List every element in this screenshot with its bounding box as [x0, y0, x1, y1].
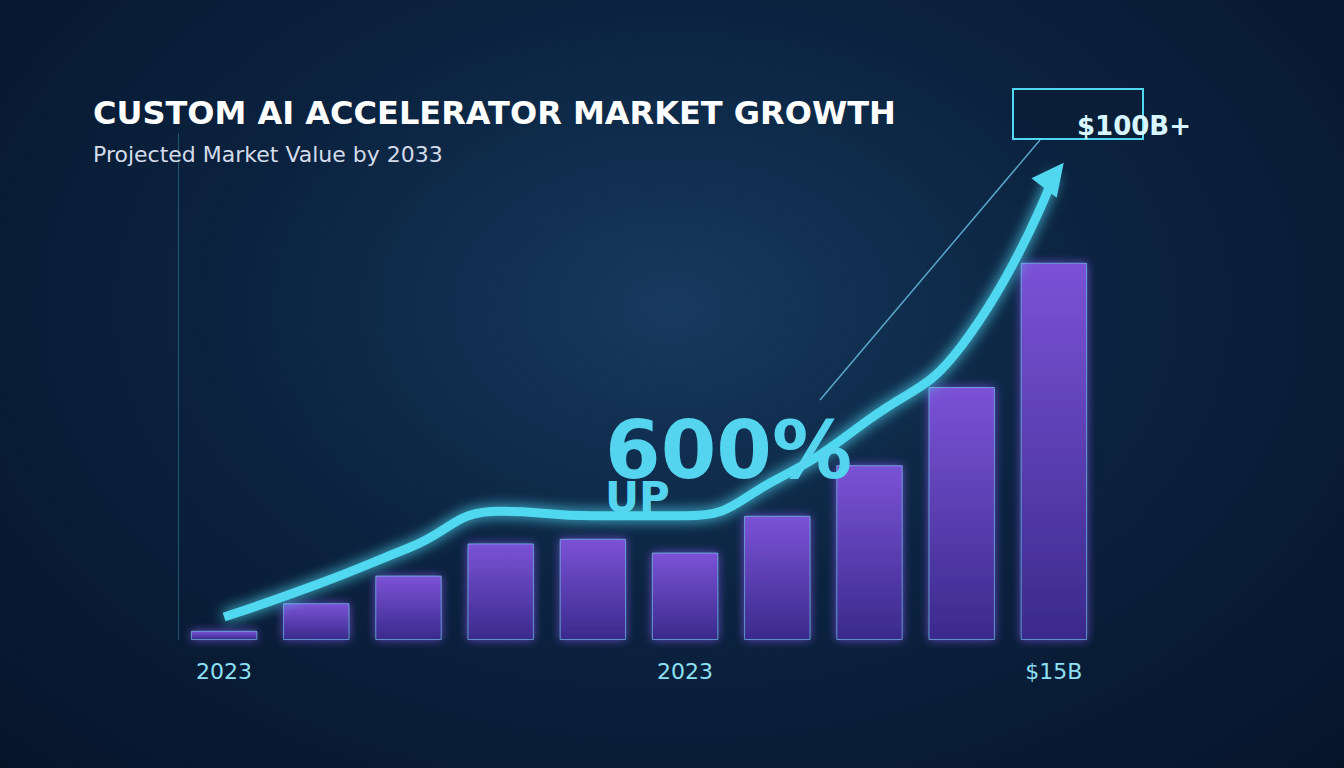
svg-text:$15B: $15B	[1025, 659, 1082, 684]
svg-text:2023: 2023	[196, 659, 252, 684]
svg-text:CUSTOM AI ACCELERATOR MARKET G: CUSTOM AI ACCELERATOR MARKET GROWTH	[93, 94, 896, 132]
svg-text:Projected Market Value by 2033: Projected Market Value by 2033	[93, 142, 443, 167]
svg-text:UP: UP	[605, 473, 670, 522]
svg-text:2023: 2023	[657, 659, 713, 684]
svg-text:$100B+: $100B+	[1077, 111, 1191, 141]
svg-text:600%: 600%	[605, 403, 853, 497]
